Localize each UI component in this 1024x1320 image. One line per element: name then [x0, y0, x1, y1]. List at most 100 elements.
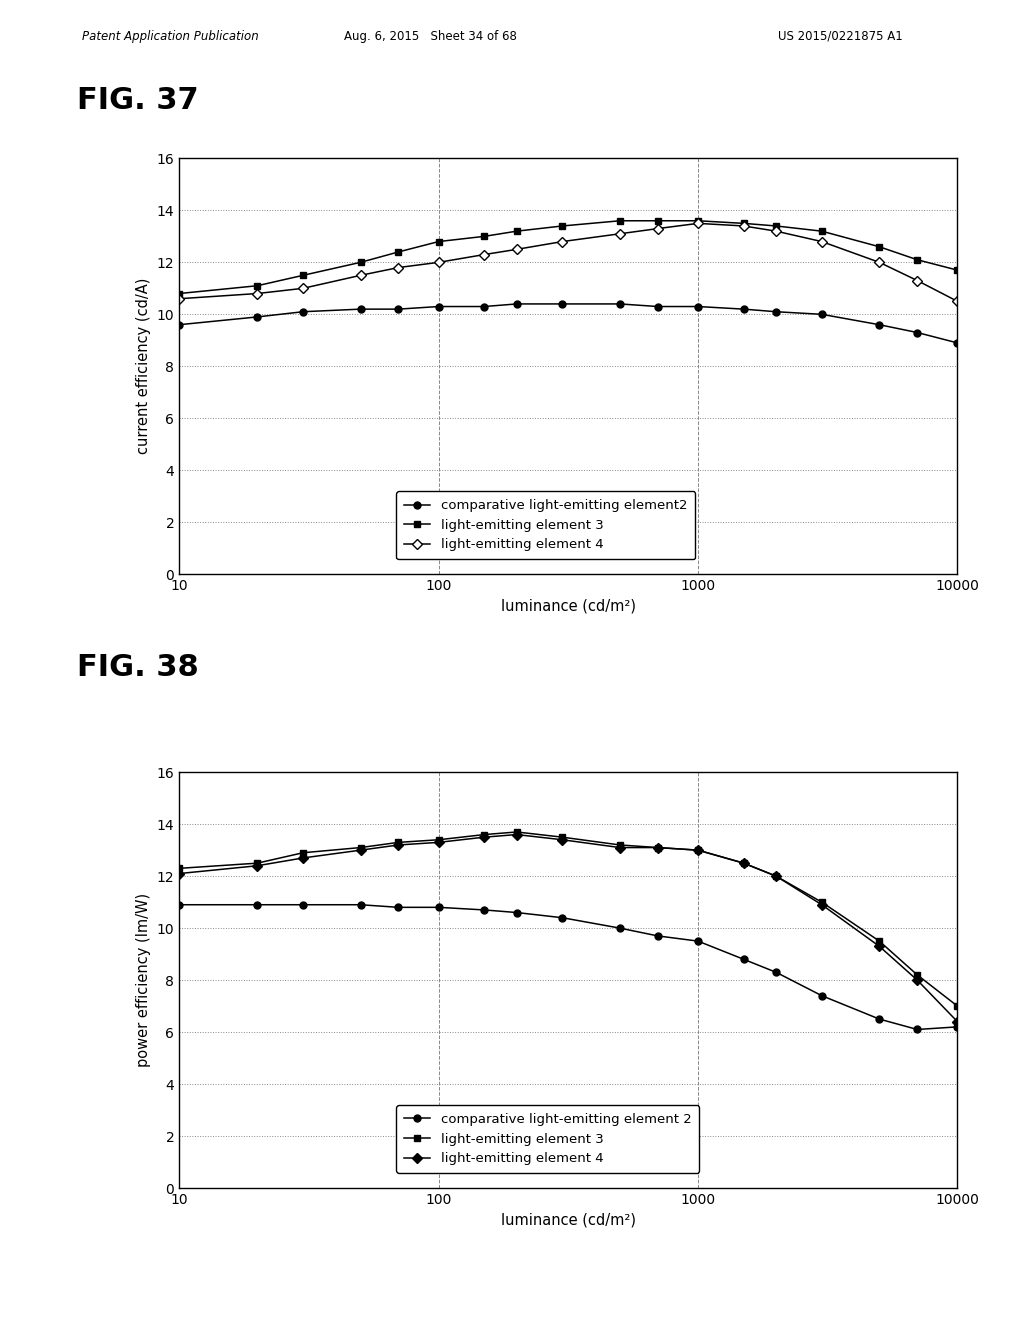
light-emitting element 4 — [770, 869, 782, 884]
Text: Patent Application Publication: Patent Application Publication — [82, 30, 259, 42]
light-emitting element 3 — [511, 824, 523, 840]
light-emitting element 4 — [478, 247, 490, 263]
comparative light-emitting element 2 — [816, 987, 828, 1003]
comparative light-emitting element2 — [770, 304, 782, 319]
comparative light-emitting element2 — [651, 298, 664, 314]
Line: light-emitting element 4: light-emitting element 4 — [176, 220, 961, 305]
light-emitting element 4 — [511, 826, 523, 842]
light-emitting element 3 — [432, 234, 444, 249]
light-emitting element 3 — [297, 268, 309, 284]
light-emitting element 3 — [392, 834, 404, 850]
light-emitting element 3 — [770, 218, 782, 234]
light-emitting element 4 — [613, 840, 626, 855]
Line: comparative light-emitting element 2: comparative light-emitting element 2 — [176, 902, 961, 1034]
comparative light-emitting element2 — [251, 309, 263, 325]
light-emitting element 3 — [816, 223, 828, 239]
Legend: comparative light-emitting element 2, light-emitting element 3, light-emitting e: comparative light-emitting element 2, li… — [396, 1105, 699, 1173]
light-emitting element 3 — [392, 244, 404, 260]
light-emitting element 3 — [251, 855, 263, 871]
Text: Aug. 6, 2015   Sheet 34 of 68: Aug. 6, 2015 Sheet 34 of 68 — [344, 30, 516, 42]
light-emitting element 3 — [737, 855, 750, 871]
comparative light-emitting element2 — [613, 296, 626, 312]
comparative light-emitting element2 — [392, 301, 404, 317]
Text: FIG. 38: FIG. 38 — [77, 653, 199, 682]
light-emitting element 4 — [692, 842, 705, 858]
light-emitting element 3 — [556, 829, 568, 845]
light-emitting element 3 — [816, 894, 828, 909]
light-emitting element 3 — [873, 239, 886, 255]
light-emitting element 3 — [613, 213, 626, 228]
light-emitting element 4 — [251, 858, 263, 874]
Text: FIG. 37: FIG. 37 — [77, 86, 199, 115]
X-axis label: luminance (cd/m²): luminance (cd/m²) — [501, 1212, 636, 1228]
light-emitting element 4 — [354, 268, 367, 284]
light-emitting element 4 — [173, 290, 185, 306]
light-emitting element 4 — [951, 293, 964, 309]
comparative light-emitting element2 — [354, 301, 367, 317]
light-emitting element 4 — [951, 1014, 964, 1030]
light-emitting element 3 — [556, 218, 568, 234]
light-emitting element 3 — [297, 845, 309, 861]
light-emitting element 3 — [354, 840, 367, 855]
light-emitting element 3 — [911, 252, 924, 268]
Y-axis label: current efficiency (cd/A): current efficiency (cd/A) — [136, 279, 151, 454]
light-emitting element 4 — [816, 234, 828, 249]
comparative light-emitting element2 — [173, 317, 185, 333]
comparative light-emitting element 2 — [613, 920, 626, 936]
light-emitting element 4 — [556, 234, 568, 249]
comparative light-emitting element 2 — [354, 896, 367, 912]
comparative light-emitting element2 — [511, 296, 523, 312]
light-emitting element 4 — [737, 218, 750, 234]
light-emitting element 3 — [737, 215, 750, 231]
light-emitting element 4 — [392, 837, 404, 853]
light-emitting element 4 — [392, 260, 404, 276]
comparative light-emitting element 2 — [737, 952, 750, 968]
light-emitting element 4 — [297, 850, 309, 866]
comparative light-emitting element2 — [692, 298, 705, 314]
light-emitting element 3 — [251, 277, 263, 293]
light-emitting element 4 — [770, 223, 782, 239]
X-axis label: luminance (cd/m²): luminance (cd/m²) — [501, 598, 636, 614]
light-emitting element 3 — [651, 840, 664, 855]
light-emitting element 4 — [354, 842, 367, 858]
comparative light-emitting element 2 — [651, 928, 664, 944]
light-emitting element 4 — [251, 285, 263, 301]
light-emitting element 4 — [651, 840, 664, 855]
comparative light-emitting element2 — [556, 296, 568, 312]
light-emitting element 4 — [511, 242, 523, 257]
Line: light-emitting element 4: light-emitting element 4 — [176, 832, 961, 1026]
light-emitting element 3 — [432, 832, 444, 847]
light-emitting element 4 — [692, 215, 705, 231]
comparative light-emitting element2 — [737, 301, 750, 317]
light-emitting element 3 — [651, 213, 664, 228]
light-emitting element 4 — [613, 226, 626, 242]
light-emitting element 3 — [478, 826, 490, 842]
light-emitting element 3 — [173, 285, 185, 301]
comparative light-emitting element 2 — [392, 899, 404, 915]
light-emitting element 3 — [478, 228, 490, 244]
comparative light-emitting element 2 — [478, 902, 490, 917]
light-emitting element 3 — [951, 998, 964, 1014]
Y-axis label: power efficiency (lm/W): power efficiency (lm/W) — [136, 894, 151, 1067]
comparative light-emitting element 2 — [511, 904, 523, 920]
comparative light-emitting element 2 — [251, 896, 263, 912]
light-emitting element 3 — [173, 861, 185, 876]
comparative light-emitting element 2 — [873, 1011, 886, 1027]
comparative light-emitting element 2 — [432, 899, 444, 915]
Text: US 2015/0221875 A1: US 2015/0221875 A1 — [778, 30, 903, 42]
light-emitting element 3 — [692, 842, 705, 858]
comparative light-emitting element2 — [911, 325, 924, 341]
light-emitting element 3 — [911, 968, 924, 983]
light-emitting element 4 — [873, 255, 886, 271]
comparative light-emitting element 2 — [556, 909, 568, 925]
light-emitting element 4 — [556, 832, 568, 847]
light-emitting element 4 — [651, 220, 664, 236]
comparative light-emitting element 2 — [951, 1019, 964, 1035]
light-emitting element 4 — [911, 972, 924, 987]
light-emitting element 4 — [432, 255, 444, 271]
light-emitting element 4 — [297, 280, 309, 296]
light-emitting element 4 — [737, 855, 750, 871]
light-emitting element 3 — [613, 837, 626, 853]
comparative light-emitting element2 — [816, 306, 828, 322]
comparative light-emitting element2 — [478, 298, 490, 314]
